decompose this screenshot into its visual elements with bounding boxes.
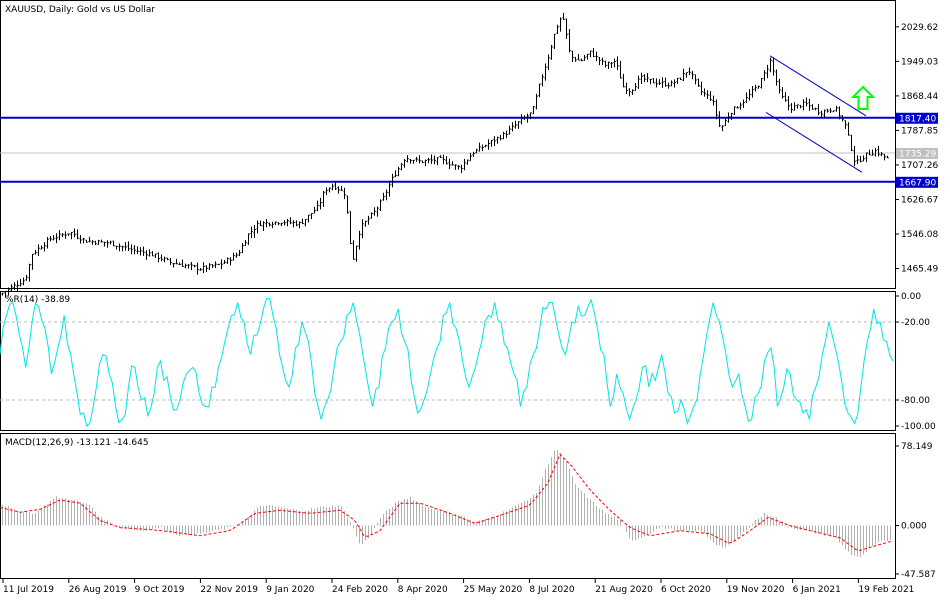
time-tick-label: 9 Jan 2020 (266, 585, 314, 595)
time-tick-label: 26 Aug 2019 (69, 585, 127, 595)
price-tick-label: 1949.03 (901, 57, 938, 67)
level-tag (896, 176, 938, 188)
price-tick-label: 1546.08 (901, 230, 938, 240)
wpr-tick-label: -20.00 (901, 318, 930, 328)
price-tick-label: 1868.44 (901, 92, 938, 102)
macd-panel (0, 433, 896, 579)
time-tick-label: 8 Jul 2020 (529, 585, 574, 595)
wpr-layer (0, 297, 895, 427)
wpr-panel (0, 291, 896, 431)
time-tick-label: 25 May 2020 (464, 585, 523, 595)
time-tick-label: 11 Jul 2019 (3, 585, 54, 595)
time-tick-label: 22 Nov 2019 (200, 585, 258, 595)
level-tag-label: 1817.40 (899, 114, 936, 124)
channel-upper-line (769, 55, 867, 117)
price-layer (0, 12, 895, 298)
wpr-label: %R(14) -38.89 (5, 295, 70, 305)
time-tick-label: 6 Oct 2020 (661, 585, 711, 595)
time-tick-label: 19 Feb 2021 (858, 585, 914, 595)
wpr-tick-label: 0.00 (901, 292, 921, 302)
level-tag (896, 112, 938, 124)
time-tick-label: 9 Oct 2019 (135, 585, 185, 595)
price-tick-label: 1787.85 (901, 126, 938, 136)
price-tick-label: 1707.26 (901, 161, 938, 171)
macd-tick-label: 0.000 (901, 522, 927, 532)
time-tick-label: 6 Jan 2021 (793, 585, 841, 595)
chart-title: XAUUSD, Daily: Gold vs US Dollar (5, 5, 155, 15)
wpr-tick-label: -80.00 (901, 396, 930, 406)
wpr-tick-label: -100.00 (901, 422, 936, 432)
price-tick-label: 2029.62 (901, 23, 938, 33)
time-tick-label: 21 Aug 2020 (595, 585, 653, 595)
level-tag-label: 1667.90 (899, 178, 936, 188)
macd-signal-line (0, 453, 893, 551)
level-tag (896, 147, 938, 159)
axis-layer: 2029.62 1949.03 1868.44 1787.85 1707.26 1626.… (2, 23, 938, 595)
channel-lower-line (765, 111, 863, 173)
time-tick-label: 8 Apr 2020 (398, 585, 448, 595)
up-arrow-icon (850, 85, 876, 110)
macd-label: MACD(12,26,9) -13.121 -14.645 (5, 438, 149, 448)
wpr-line (0, 297, 894, 427)
level-tag-label: 1735.29 (899, 149, 936, 159)
time-tick-label: 19 Nov 2020 (727, 585, 785, 595)
macd-tick-label: 78.149 (901, 442, 933, 452)
macd-tick-label: -47.587 (901, 570, 936, 580)
time-tick-label: 24 Feb 2020 (332, 585, 388, 595)
macd-layer (0, 450, 893, 558)
price-panel (0, 0, 896, 289)
price-tick-label: 1465.49 (901, 265, 938, 275)
price-tick-label: 1626.67 (901, 195, 938, 205)
